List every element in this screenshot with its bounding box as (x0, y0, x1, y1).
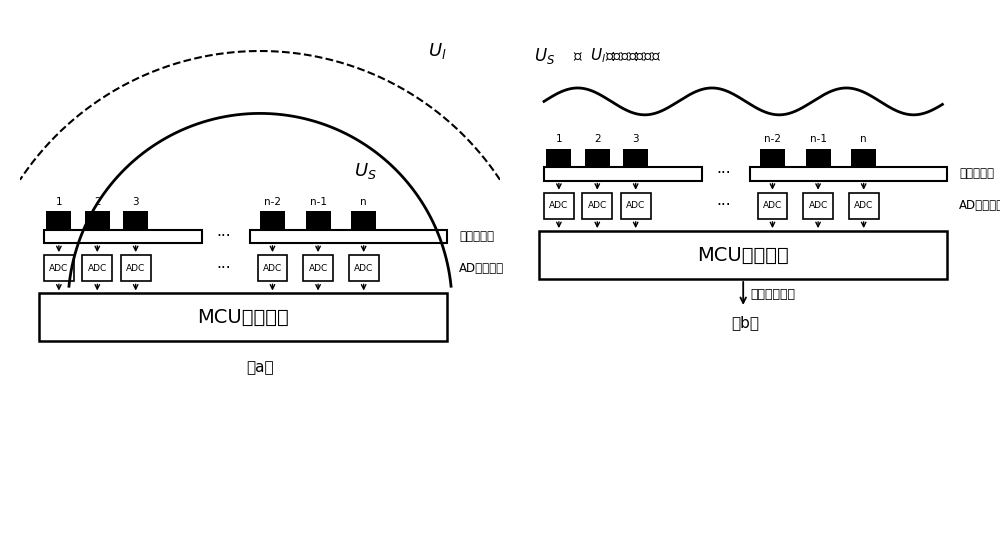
Text: $U_S$: $U_S$ (534, 46, 556, 66)
Text: ···: ··· (217, 229, 231, 244)
Text: n-1: n-1 (310, 197, 327, 207)
Text: n-1: n-1 (810, 134, 827, 144)
Text: AD采集模块: AD采集模块 (459, 262, 504, 274)
Text: $U_S$: $U_S$ (354, 161, 377, 181)
Bar (121, 255, 151, 281)
Bar (44, 230, 202, 243)
Bar (349, 255, 379, 281)
Text: ADC: ADC (263, 264, 282, 273)
Bar (760, 149, 785, 167)
Text: ···: ··· (717, 198, 731, 213)
Bar (46, 211, 71, 230)
Text: 1: 1 (56, 197, 62, 207)
Text: n: n (860, 134, 867, 144)
Text: ADC: ADC (88, 264, 107, 273)
Text: ADC: ADC (354, 264, 373, 273)
Text: ···: ··· (717, 167, 731, 182)
Text: 3: 3 (132, 197, 139, 207)
Bar (806, 149, 831, 167)
Bar (303, 255, 333, 281)
Bar (851, 149, 876, 167)
Text: ADC: ADC (626, 201, 645, 210)
Text: 阵列探测器: 阵列探测器 (459, 230, 494, 243)
Text: ADC: ADC (588, 201, 607, 210)
Text: ADC: ADC (308, 264, 328, 273)
Bar (582, 193, 612, 219)
Bar (544, 167, 702, 180)
Text: 阵列探测器: 阵列探测器 (959, 167, 994, 180)
Bar (750, 167, 947, 180)
Text: ADC: ADC (763, 201, 782, 210)
Text: ADC: ADC (808, 201, 828, 210)
Text: ADC: ADC (49, 264, 69, 273)
Text: 2: 2 (94, 197, 101, 207)
Text: MCU控制系统: MCU控制系统 (197, 308, 289, 327)
Text: n-2: n-2 (764, 134, 781, 144)
Bar (351, 211, 376, 230)
Text: （a）: （a） (246, 360, 274, 375)
Bar (82, 255, 112, 281)
Text: n-2: n-2 (264, 197, 281, 207)
Text: 1: 1 (556, 134, 562, 144)
Bar (621, 193, 651, 219)
Text: 2: 2 (594, 134, 601, 144)
Bar (849, 193, 879, 219)
Text: （b）: （b） (732, 315, 760, 329)
Bar (585, 149, 610, 167)
Bar (123, 211, 148, 230)
Text: MCU控制系统: MCU控制系统 (697, 246, 789, 264)
Text: 中频信号输出: 中频信号输出 (750, 288, 795, 301)
Bar (758, 193, 787, 219)
Bar (85, 211, 110, 230)
Text: 3: 3 (632, 134, 639, 144)
Text: ADC: ADC (126, 264, 145, 273)
Bar (44, 255, 74, 281)
Text: 和  $U_l$形成的干涉光场: 和 $U_l$形成的干涉光场 (573, 46, 661, 65)
Bar (39, 293, 447, 341)
Bar (803, 193, 833, 219)
Text: AD采集模块: AD采集模块 (959, 199, 1000, 213)
Text: $U_l$: $U_l$ (428, 41, 447, 61)
Bar (260, 211, 285, 230)
Text: n: n (360, 197, 367, 207)
Bar (539, 231, 947, 279)
Bar (250, 230, 447, 243)
Text: ADC: ADC (854, 201, 873, 210)
Text: ···: ··· (217, 261, 231, 276)
Bar (306, 211, 331, 230)
Bar (544, 193, 574, 219)
Bar (623, 149, 648, 167)
Text: ADC: ADC (549, 201, 569, 210)
Bar (258, 255, 287, 281)
Bar (546, 149, 571, 167)
